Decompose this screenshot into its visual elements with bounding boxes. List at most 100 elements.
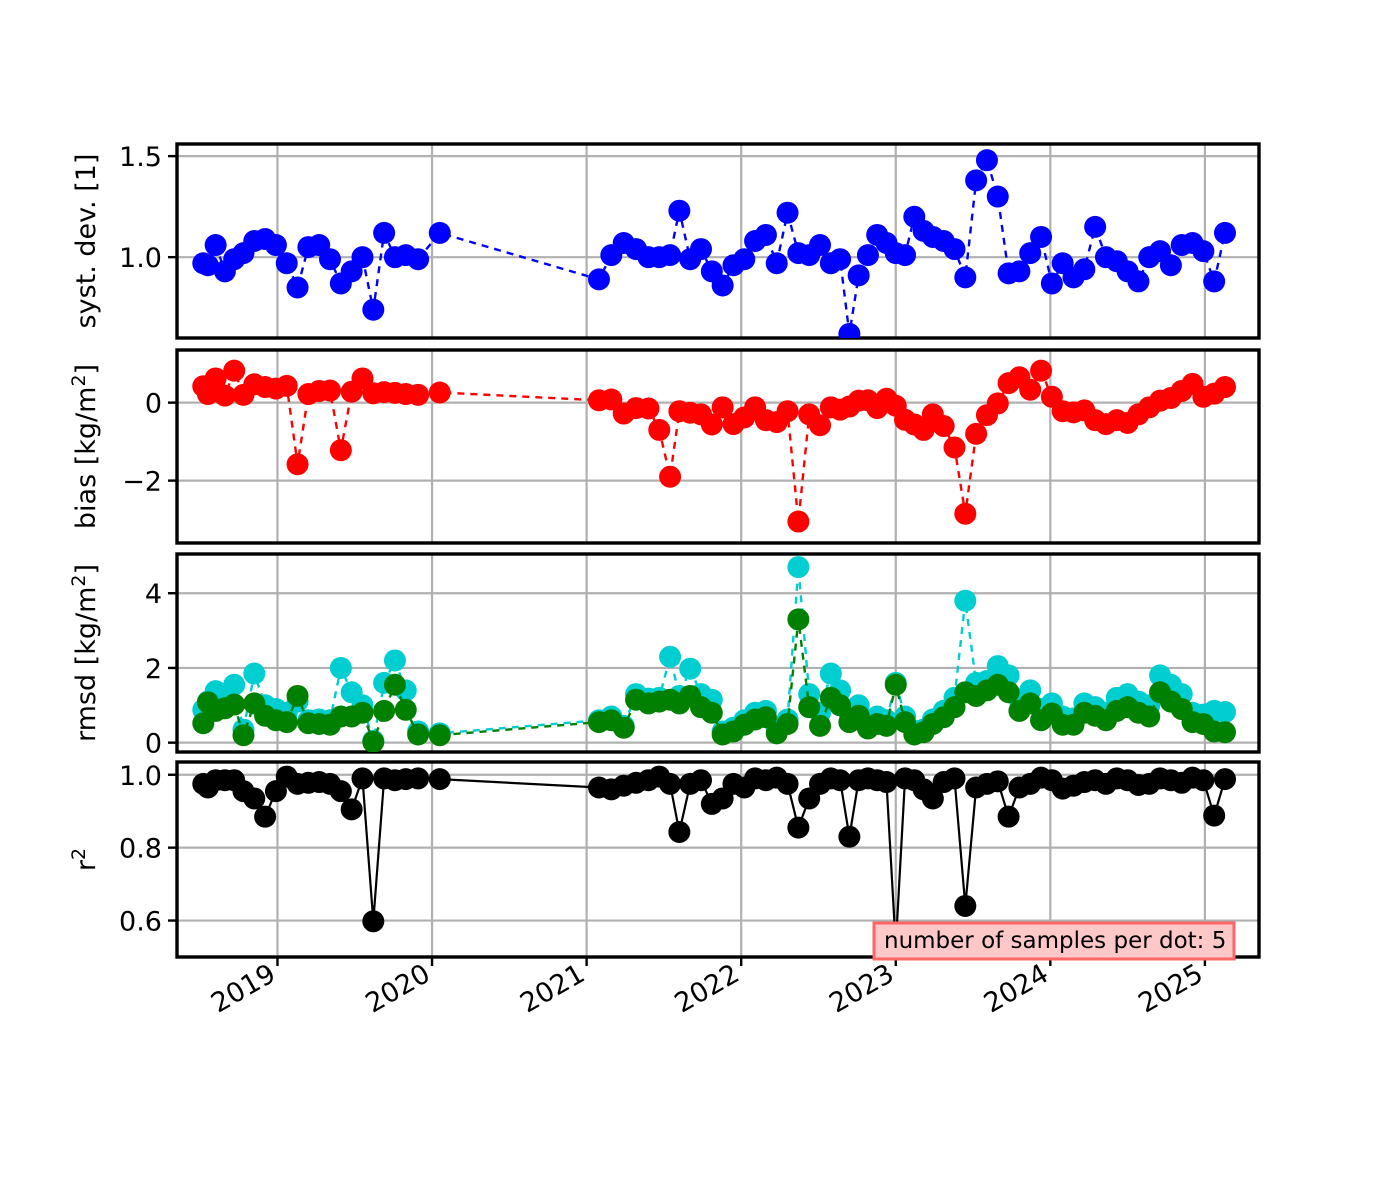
data-point bbox=[383, 673, 406, 696]
data-point bbox=[1030, 359, 1053, 382]
data-point bbox=[754, 223, 777, 246]
data-point bbox=[1008, 260, 1031, 283]
data-point bbox=[838, 825, 861, 848]
data-point bbox=[1030, 225, 1053, 248]
data-point bbox=[275, 711, 298, 734]
data-point bbox=[954, 589, 977, 612]
data-point bbox=[668, 820, 691, 843]
data-point bbox=[1159, 254, 1182, 277]
data-point bbox=[787, 510, 810, 533]
data-point bbox=[884, 673, 907, 696]
y-tick-label: 0.6 bbox=[119, 907, 162, 938]
data-point bbox=[711, 274, 734, 297]
data-point bbox=[954, 502, 977, 525]
data-point bbox=[362, 910, 385, 933]
data-point bbox=[1213, 721, 1236, 744]
data-point bbox=[243, 662, 266, 685]
y-tick-label: 0 bbox=[145, 389, 162, 420]
data-point bbox=[362, 298, 385, 321]
data-point bbox=[407, 767, 430, 790]
data-point bbox=[829, 769, 852, 792]
data-point bbox=[1138, 705, 1161, 728]
data-point bbox=[679, 657, 702, 680]
data-point bbox=[856, 244, 879, 267]
data-point bbox=[997, 681, 1020, 704]
y-axis-label: bias [kg/m2] bbox=[68, 364, 102, 529]
data-point bbox=[648, 418, 671, 441]
data-point bbox=[847, 264, 870, 287]
data-point bbox=[1019, 692, 1042, 715]
data-point bbox=[838, 322, 861, 338]
data-point bbox=[275, 252, 298, 275]
x-tick-label: 2024 bbox=[979, 958, 1054, 1019]
data-point bbox=[776, 772, 799, 795]
data-point bbox=[587, 268, 610, 291]
data-point bbox=[689, 238, 712, 261]
data-point bbox=[428, 724, 451, 747]
data-point bbox=[407, 723, 430, 746]
data-point bbox=[1019, 242, 1042, 265]
panel-frame bbox=[175, 760, 1261, 959]
data-point bbox=[1213, 221, 1236, 244]
data-point bbox=[407, 248, 430, 271]
data-point bbox=[875, 714, 898, 737]
data-point bbox=[986, 770, 1009, 793]
data-point bbox=[700, 413, 723, 436]
data-point bbox=[1203, 270, 1226, 293]
annotation-label: number of samples per dot: 5 bbox=[884, 928, 1226, 954]
panel-frame bbox=[175, 348, 1261, 545]
data-point bbox=[223, 693, 246, 716]
data-point bbox=[329, 656, 352, 679]
data-point bbox=[428, 221, 451, 244]
data-point bbox=[875, 771, 898, 794]
data-point bbox=[428, 381, 451, 404]
data-point bbox=[809, 414, 832, 437]
data-point bbox=[787, 556, 810, 579]
data-point bbox=[711, 396, 734, 419]
y-tick-label: 1.5 bbox=[119, 142, 162, 173]
data-point bbox=[921, 787, 944, 810]
data-point bbox=[733, 248, 756, 271]
data-point bbox=[1127, 270, 1150, 293]
data-point bbox=[351, 246, 374, 269]
data-point bbox=[286, 684, 309, 707]
annotation-box bbox=[872, 921, 1236, 961]
x-tick-label: 2023 bbox=[824, 958, 899, 1019]
data-point bbox=[223, 673, 246, 696]
data-point bbox=[637, 397, 660, 420]
data-point bbox=[394, 698, 417, 721]
y-tick-label: 4 bbox=[145, 579, 162, 610]
data-point bbox=[700, 701, 723, 724]
data-point bbox=[776, 400, 799, 423]
x-tick-label: 2021 bbox=[515, 958, 590, 1019]
y-axis-label: syst. dev. [1] bbox=[71, 154, 102, 329]
data-point bbox=[668, 199, 691, 222]
y-tick-label: 0.8 bbox=[119, 834, 162, 865]
y-tick-label: 0 bbox=[145, 729, 162, 760]
y-axis-label: rmsd [kg/m2] bbox=[68, 564, 102, 742]
data-point bbox=[264, 234, 287, 257]
data-point bbox=[373, 221, 396, 244]
data-point bbox=[213, 384, 236, 407]
data-point bbox=[659, 772, 682, 795]
data-point bbox=[286, 453, 309, 476]
data-point bbox=[787, 608, 810, 631]
data-point bbox=[975, 149, 998, 172]
panel-2-data bbox=[192, 359, 1236, 533]
data-point bbox=[329, 780, 352, 803]
y-axis-label: r2 bbox=[68, 848, 102, 871]
data-point bbox=[1192, 769, 1215, 792]
data-point bbox=[943, 436, 966, 459]
data-point bbox=[819, 662, 842, 685]
data-point bbox=[319, 248, 342, 271]
data-point bbox=[776, 712, 799, 735]
data-point bbox=[1213, 376, 1236, 399]
panel-3-data bbox=[192, 556, 1236, 752]
data-point bbox=[943, 238, 966, 261]
data-point bbox=[243, 787, 266, 810]
data-point bbox=[659, 244, 682, 267]
data-point bbox=[1084, 215, 1107, 238]
data-point bbox=[1213, 701, 1236, 724]
